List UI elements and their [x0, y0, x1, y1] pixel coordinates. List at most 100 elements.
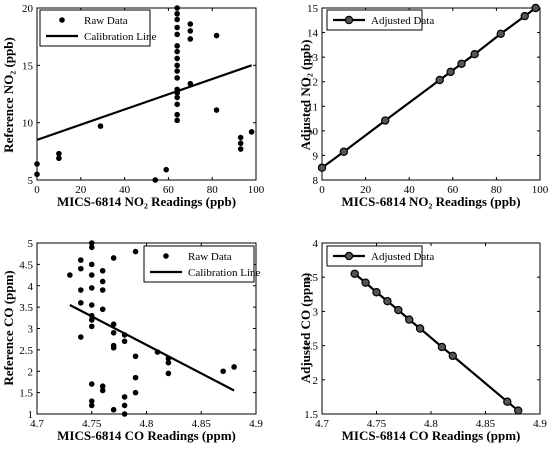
raw-data-point — [187, 28, 194, 34]
raw-data-point — [99, 287, 106, 293]
raw-data-point — [110, 329, 117, 336]
raw-data-point — [88, 398, 95, 404]
raw-data-point — [88, 302, 95, 308]
legend-label: Calibration Line — [188, 267, 261, 279]
x-axis-label: MICS-6814 NO₂ Readings (ppb) — [57, 194, 236, 209]
raw-data-point — [121, 402, 128, 409]
x-tick-label: 60 — [447, 184, 459, 196]
adjusted-data-marker — [446, 67, 455, 77]
x-tick-label: 4.85 — [192, 418, 212, 430]
raw-data-point — [110, 344, 117, 351]
raw-data-point — [88, 240, 95, 246]
y-tick-label: 1.5 — [19, 388, 33, 400]
adjusted-data-marker — [470, 49, 479, 59]
plot-area-frame — [321, 242, 541, 415]
raw-data-point — [174, 48, 180, 55]
adjusted-data-marker — [361, 278, 370, 287]
adjusted-data-marker — [372, 288, 381, 297]
raw-data-point — [174, 62, 180, 69]
raw-data-point — [174, 31, 180, 38]
adjusted-data-marker — [503, 397, 512, 406]
y-tick-label: 5 — [28, 238, 34, 250]
raw-data-point — [174, 16, 180, 23]
y-tick-label: 8 — [313, 175, 319, 187]
plot-area-frame — [36, 7, 257, 181]
raw-data-point — [213, 32, 220, 39]
raw-data-point — [237, 140, 244, 147]
raw-data-point — [248, 129, 255, 135]
adjusted-data-marker — [435, 75, 444, 85]
x-tick-label: 60 — [163, 184, 175, 196]
adjusted-data-marker — [437, 342, 447, 352]
legend-label: Calibration Line — [84, 31, 157, 43]
raw-data-point — [88, 402, 95, 409]
raw-data-point — [34, 161, 40, 167]
raw-data-point — [110, 406, 117, 413]
raw-data-point — [220, 368, 226, 375]
raw-data-point — [121, 411, 128, 417]
raw-data-point — [78, 334, 84, 340]
raw-data-point — [121, 338, 128, 345]
raw-data-point — [237, 146, 244, 152]
raw-data-point — [152, 177, 159, 183]
x-tick-label: 100 — [248, 184, 265, 196]
raw-data-point — [97, 123, 104, 129]
calibration-line — [36, 64, 252, 141]
raw-data-point — [88, 317, 95, 323]
adjusted-data-marker — [381, 116, 390, 125]
y-tick-label: 3 — [313, 306, 319, 318]
x-tick-label: 20 — [360, 184, 372, 196]
y-tick-label: 10 — [22, 118, 34, 130]
legend-marker-circle — [344, 251, 354, 261]
y-tick-label: 1.5 — [304, 409, 318, 421]
raw-data-point — [56, 150, 62, 157]
y-tick-label: 4 — [28, 281, 34, 293]
raw-data-point — [78, 257, 84, 263]
adjusted-data-marker — [383, 296, 392, 306]
adjusted-data-marker — [520, 11, 529, 21]
plot-area-frame — [321, 7, 541, 181]
legend-marker-dot — [163, 253, 169, 259]
x-tick-label: 4.7 — [315, 418, 329, 430]
raw-data-point — [99, 306, 106, 313]
y-tick-label: 13 — [307, 52, 319, 64]
legend-marker-dot — [59, 17, 65, 23]
y-tick-label: 14 — [307, 28, 319, 40]
legend-label: Raw Data — [188, 251, 232, 263]
raw-data-point — [174, 75, 180, 81]
adjusted-data-marker — [394, 305, 403, 315]
raw-data-point — [165, 370, 172, 377]
y-tick-label: 2 — [313, 375, 319, 387]
x-tick-label: 4.85 — [476, 418, 496, 430]
raw-data-point — [88, 381, 95, 387]
x-tick-label: 4.75 — [82, 418, 102, 430]
raw-data-point — [88, 323, 95, 330]
adjusted-data-marker — [317, 163, 327, 172]
raw-data-point — [67, 272, 73, 278]
y-axis-label: Reference CO (ppm) — [1, 270, 16, 385]
raw-data-point — [165, 359, 172, 366]
x-tick-label: 80 — [491, 184, 503, 196]
adjusted-data-marker — [496, 29, 505, 38]
x-tick-label: 4.8 — [140, 418, 154, 430]
raw-data-point — [132, 374, 139, 381]
raw-data-point — [110, 321, 117, 328]
x-axis-label: MICS-6814 CO Readings (ppm) — [57, 428, 236, 443]
calibration-line — [69, 304, 235, 392]
y-tick-label: 2.5 — [304, 341, 318, 353]
legend-label: Adjusted Data — [371, 15, 434, 27]
adjusted-data-line — [321, 7, 537, 169]
x-tick-label: 4.9 — [533, 418, 547, 430]
raw-data-point — [110, 255, 117, 261]
adjusted-data-marker — [350, 269, 359, 278]
raw-data-point — [174, 111, 180, 118]
adjusted-data-marker — [448, 351, 457, 361]
x-tick-label: 100 — [532, 184, 549, 196]
y-tick-label: 15 — [307, 3, 319, 15]
x-tick-label: 4.8 — [424, 418, 438, 430]
raw-data-point — [187, 36, 194, 42]
legend-box — [326, 245, 423, 267]
chart-panel-3: 4.7 4.75 4.8 4.85 4.9 1 1.5 2 2.5 3 3.5 4 4.5 5 MICS-6… — [1, 238, 263, 443]
x-tick-label: 40 — [404, 184, 416, 196]
